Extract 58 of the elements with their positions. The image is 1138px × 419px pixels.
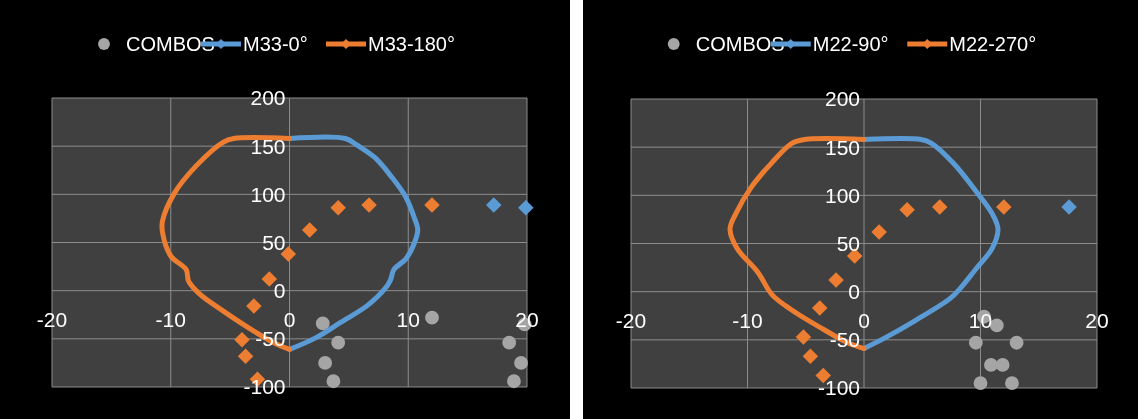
y-tick-label: 200 — [250, 86, 286, 110]
y-tick-label: 150 — [250, 134, 286, 158]
point — [984, 357, 998, 372]
y-tick-label: 150 — [824, 135, 860, 159]
point — [425, 310, 439, 325]
point — [502, 335, 517, 350]
legend-label: M22-270° — [949, 33, 1037, 55]
point — [802, 348, 819, 364]
point — [1005, 376, 1019, 391]
legend-label: M33-0° — [243, 33, 308, 55]
point — [237, 348, 254, 364]
point — [968, 335, 983, 350]
x-tick-label: -20 — [615, 308, 647, 332]
legend-label: COMBOS — [695, 33, 785, 55]
x-tick-label: 10 — [396, 307, 420, 331]
point — [486, 197, 502, 213]
y-tick-label: 100 — [250, 182, 286, 206]
point — [331, 335, 346, 350]
x-tick-label: 20 — [515, 307, 539, 331]
x-tick-label: 20 — [1085, 308, 1109, 332]
legend-label: COMBOS — [126, 33, 215, 55]
y-tick-label: -100 — [243, 375, 286, 399]
point — [514, 356, 528, 370]
point — [795, 329, 812, 345]
y-tick-label: 200 — [824, 87, 860, 111]
point — [326, 374, 341, 389]
point — [318, 356, 333, 370]
x-tick-label: -20 — [36, 307, 68, 331]
y-tick-label: 0 — [273, 279, 286, 303]
y-tick-label: -100 — [817, 376, 860, 400]
x-tick-label: 10 — [968, 308, 993, 332]
point — [361, 197, 377, 213]
point — [424, 197, 440, 213]
point — [973, 376, 988, 391]
point — [234, 332, 250, 348]
y-tick-label: 50 — [836, 231, 860, 255]
x-tick-label: -10 — [155, 307, 186, 331]
legend-label: M22-90° — [812, 33, 889, 55]
y-tick-label: 100 — [824, 183, 860, 207]
point — [1061, 199, 1077, 215]
point — [871, 224, 887, 240]
point — [507, 374, 521, 389]
point — [315, 316, 330, 331]
point — [828, 272, 844, 288]
point — [246, 298, 262, 314]
point — [811, 300, 828, 316]
point — [1009, 335, 1024, 350]
y-tick-label: 50 — [262, 230, 286, 254]
legend-label: M33-180° — [368, 33, 455, 55]
y-tick-label: 0 — [848, 280, 860, 304]
point — [899, 202, 915, 218]
point — [996, 199, 1012, 215]
point — [995, 357, 1010, 372]
point — [518, 200, 534, 216]
point — [931, 199, 948, 215]
point — [301, 222, 318, 238]
point — [330, 200, 346, 216]
x-tick-label: -10 — [732, 308, 763, 332]
